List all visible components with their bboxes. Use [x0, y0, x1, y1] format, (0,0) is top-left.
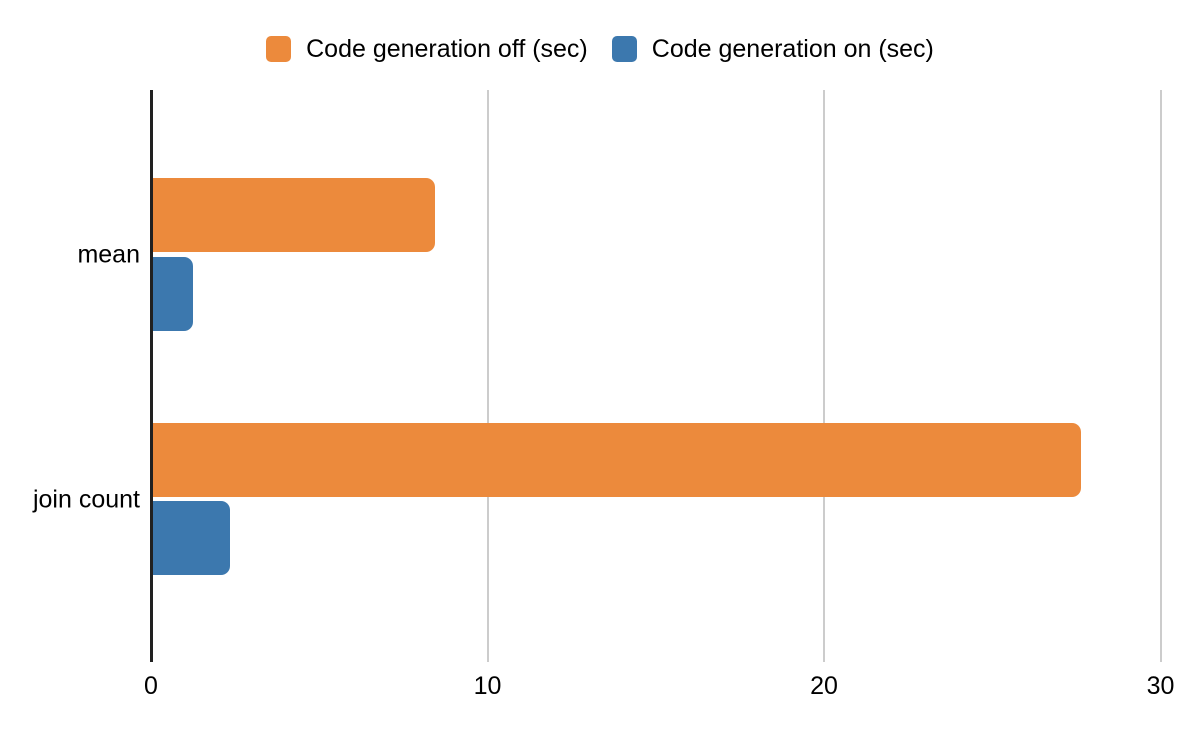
gridline-20 — [823, 90, 825, 662]
legend-swatch-on-icon — [611, 36, 637, 62]
bar-join-count-series-1 — [152, 501, 230, 575]
category-label-join-count: join count — [32, 485, 140, 514]
chart-legend: Code generation off (sec) Code generatio… — [0, 34, 1200, 64]
gridline-10 — [486, 90, 489, 662]
legend-swatch-off-icon — [266, 36, 292, 62]
bar-mean-series-0 — [152, 178, 436, 252]
gridline-30 — [1159, 90, 1162, 662]
x-tick-label-0: 0 — [144, 672, 158, 700]
legend-item-code-generation-on: Code generation on (sec) — [611, 34, 934, 64]
legend-item-code-generation-off: Code generation off (sec) — [266, 34, 588, 64]
category-label-mean: mean — [77, 240, 140, 269]
bar-join-count-series-0 — [152, 423, 1082, 497]
legend-label-on: Code generation on (sec) — [651, 35, 934, 63]
y-axis-baseline — [150, 90, 153, 662]
legend-label-off: Code generation off (sec) — [306, 35, 588, 63]
x-tick-label-10: 10 — [473, 672, 502, 700]
x-tick-label-20: 20 — [810, 672, 838, 700]
x-tick-label-30: 30 — [1146, 672, 1175, 700]
bar-mean-series-1 — [152, 257, 193, 331]
